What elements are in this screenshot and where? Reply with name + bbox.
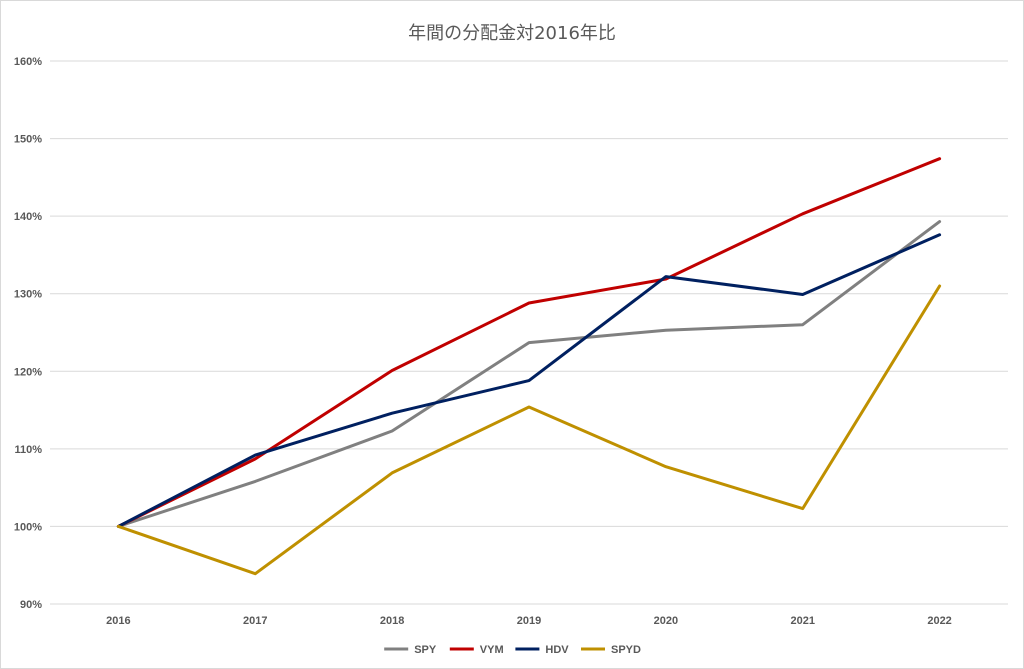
series-line-spyd [116, 284, 942, 576]
y-tick-label: 150% [14, 134, 42, 146]
gridlines [50, 60, 1008, 605]
x-axis-tick-labels: 2016 2017 2018 2019 2020 2021 2022 [106, 615, 952, 627]
legend: SPY VYM HDV SPYD [384, 644, 641, 656]
x-tick-label: 2017 [243, 615, 267, 627]
x-tick-label: 2020 [654, 615, 678, 627]
legend-label-hdv: HDV [545, 644, 569, 656]
y-tick-label: 140% [14, 211, 42, 223]
legend-label-vym: VYM [480, 644, 504, 656]
y-tick-label: 130% [14, 289, 42, 301]
y-tick-label: 100% [14, 521, 42, 533]
series-line-vym [116, 157, 942, 528]
y-tick-label: 90% [20, 599, 42, 611]
y-tick-label: 110% [14, 444, 42, 456]
y-tick-label: 160% [14, 56, 42, 68]
series-line-spy [116, 220, 942, 528]
legend-label-spyd: SPYD [611, 644, 641, 656]
x-tick-label: 2022 [927, 615, 951, 627]
x-tick-label: 2018 [380, 615, 404, 627]
x-tick-label: 2021 [790, 615, 814, 627]
y-tick-label: 120% [14, 366, 42, 378]
series-line-hdv [116, 233, 942, 528]
y-axis-tick-labels: 90% 100% 110% 120% 130% 140% 150% 160% [14, 56, 42, 611]
series-lines [116, 157, 942, 576]
chart-title: 年間の分配金対2016年比 [408, 23, 616, 44]
legend-label-spy: SPY [414, 644, 437, 656]
x-tick-label: 2016 [106, 615, 130, 627]
x-tick-label: 2019 [517, 615, 541, 627]
